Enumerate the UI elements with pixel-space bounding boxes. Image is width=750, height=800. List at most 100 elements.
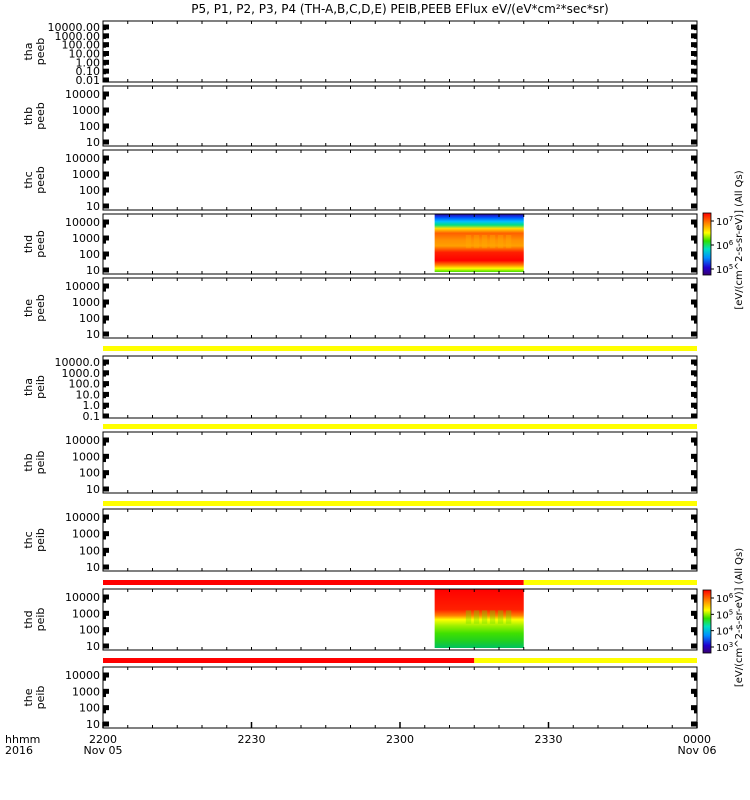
y-minor-ticks [103,53,106,57]
y-minor-ticks [694,517,697,523]
panel-probe-label: thc [22,171,35,188]
y-tick-label: 10000.00 [48,21,101,34]
status-bar-segment [474,658,697,663]
y-minor-ticks [103,110,106,116]
panel-thd-peib: 10000 1000 100 10 thd peib [22,588,698,663]
status-bar-segment [103,658,475,663]
y-minor-ticks [103,44,106,48]
y-tick-label: 0.01 [76,74,101,87]
y-tick-label: 10000 [65,280,100,293]
y-tick-label: 100 [79,184,100,197]
y-minor-ticks [103,27,106,31]
y-minor-ticks [694,691,697,698]
status-bar-segment [103,424,697,429]
y-minor-ticks [694,383,697,388]
y-tick-label: 10000 [65,591,100,604]
y-minor-ticks [694,707,697,714]
spectrogram-block [434,214,524,272]
y-minor-ticks [694,533,697,540]
spectrogram-texture [497,610,504,624]
panel-label: tha peib [22,375,47,399]
y-minor-ticks [694,35,697,39]
panel-frame [102,277,698,339]
y-tick-label: 100.0 [69,378,101,391]
colorbar-tick-label: 104 [716,625,734,638]
y-minor-ticks [694,456,697,463]
y-minor-ticks [103,318,106,324]
y-minor-ticks [694,94,697,100]
y-minor-ticks [103,372,106,377]
y-minor-ticks [103,286,106,292]
y-minor-ticks [694,405,697,409]
y-tick-label: 100 [79,467,100,480]
spectrogram-texture [465,610,472,624]
y-minor-ticks [694,62,697,66]
colorbar-label: [eV/(cm^2-s-sr-eV)] (All Qs) [734,548,745,687]
panel-species-label: peib [34,686,47,710]
panel-species-label: peib [34,528,47,552]
y-minor-ticks [103,613,106,620]
y-minor-ticks [103,456,106,463]
x-tick-label: 2200 [89,733,117,746]
status-bar-segment [103,346,697,351]
y-tick-label: 1000 [72,168,100,181]
y-major-tick [691,721,697,727]
y-minor-ticks [103,238,106,244]
panel-probe-label: thb [22,453,35,471]
y-tick-label: 10 [86,200,100,213]
y-tick-label: 1.0 [83,399,101,412]
y-tick-label: 10000 [65,216,100,229]
y-minor-ticks [694,174,697,180]
panel-thb-peib: 10000 1000 100 10 thb peib [22,431,698,506]
colorbar-2: 106 105 104 103 [eV/(cm^2-s-sr-eV)] (All Qs) [702,548,745,687]
y-minor-ticks [103,394,106,399]
y-major-tick [103,486,109,492]
y-tick-label: 100 [79,702,100,715]
colorbar-tick-label: 107 [716,215,733,228]
panel-thc-peeb: 10000 1000 100 10 thc peeb [22,149,698,213]
y-tick-label: 10 [86,718,100,731]
y-minor-ticks [694,472,697,479]
y-tick-label: 1000 [72,232,100,245]
spectrogram-texture [481,610,488,624]
y-tick-label: 10.00 [69,48,101,61]
panel-species-label: peeb [34,102,47,130]
panel-species-label: peib [34,608,47,632]
panel-species-label: peeb [34,38,47,66]
y-minor-ticks [694,629,697,636]
y-major-tick [103,721,109,727]
y-tick-label: 10 [86,328,100,341]
spectrogram-texture [465,235,472,249]
panel-frame [102,431,698,494]
x-tick-label: 2330 [535,733,563,746]
y-minor-ticks [103,597,106,603]
panel-label: thb peib [22,451,47,475]
y-minor-ticks [103,222,106,228]
panel-label: tha peeb [22,38,47,66]
y-major-tick [103,564,109,570]
spectrogram-texture [481,235,488,249]
spectrogram-texture [497,235,504,249]
panel-species-label: peib [34,451,47,475]
status-bar-segment [103,580,524,585]
y-minor-ticks [694,675,697,681]
y-tick-label: 1000 [72,450,100,463]
y-major-tick [691,267,697,273]
y-major-tick [691,59,697,65]
y-tick-label: 10000 [65,511,100,524]
panel-frame [102,85,698,147]
x-tick-label: 0000 [683,733,711,746]
colorbar-tick-label: 103 [716,641,733,654]
y-minor-ticks [103,629,106,636]
y-tick-label: 1000.00 [55,30,101,43]
y-major-tick [691,643,697,649]
y-major-tick [103,413,109,419]
y-tick-label: 1000 [72,296,100,309]
y-minor-ticks [694,158,697,164]
y-minor-ticks [694,440,697,446]
panel-frame [102,355,698,419]
y-tick-label: 10.0 [76,388,101,401]
